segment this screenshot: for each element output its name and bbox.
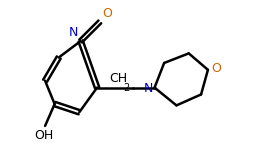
Text: 2: 2	[124, 83, 130, 93]
Text: CH: CH	[109, 72, 128, 85]
Text: O: O	[103, 7, 112, 20]
Text: OH: OH	[34, 129, 53, 142]
Text: O: O	[211, 62, 221, 75]
Text: N: N	[69, 26, 78, 39]
Text: N: N	[144, 82, 153, 96]
